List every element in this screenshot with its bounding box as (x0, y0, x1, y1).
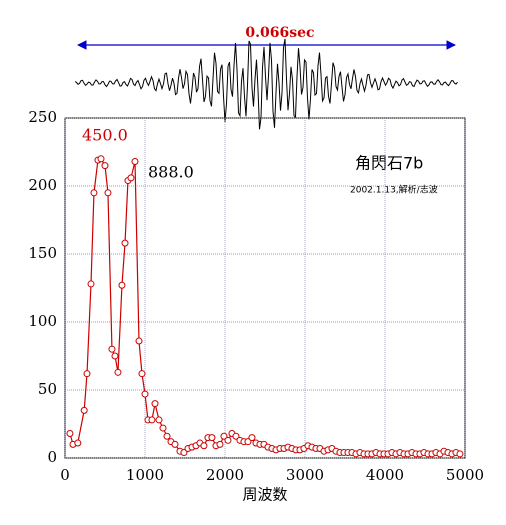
data-point (171, 440, 179, 448)
peak-label: 450.0 (82, 126, 128, 145)
data-point (87, 280, 95, 288)
data-point (114, 368, 122, 376)
data-point (83, 370, 91, 378)
data-point (127, 174, 135, 182)
data-point (131, 158, 139, 166)
data-point (148, 416, 156, 424)
data-point (90, 189, 98, 197)
data-point (163, 432, 171, 440)
data-point (101, 162, 109, 170)
data-point (208, 434, 216, 442)
data-point (456, 450, 464, 458)
data-point (66, 430, 74, 438)
x-tick-label: 1000 (126, 466, 164, 484)
data-point (232, 432, 240, 440)
y-tick-label: 0 (47, 448, 57, 466)
note-label: 2002.1.13,解析/志波 (350, 184, 438, 196)
y-tick-label: 200 (28, 176, 57, 194)
x-tick-label: 3000 (286, 466, 324, 484)
x-tick-label: 5000 (446, 466, 484, 484)
y-tick-label: 150 (28, 244, 57, 262)
data-point (180, 449, 188, 457)
data-point (216, 440, 224, 448)
x-tick-label: 2000 (206, 466, 244, 484)
data-point (135, 337, 143, 345)
data-point (200, 442, 208, 450)
data-point (104, 189, 112, 197)
data-point (108, 345, 116, 353)
y-tick-label: 100 (28, 312, 57, 330)
data-point (74, 439, 82, 447)
x-axis-label: 周波数 (242, 486, 287, 504)
data-point (159, 424, 167, 432)
x-tick-label: 4000 (366, 466, 404, 484)
data-point (118, 281, 126, 289)
duration-label: 0.066sec (245, 25, 314, 41)
series-line (69, 158, 461, 455)
y-tick-label: 50 (38, 380, 57, 398)
peak-label: 888.0 (148, 163, 194, 182)
x-tick-label: 0 (60, 466, 70, 484)
data-point (141, 390, 149, 398)
y-tick-label: 250 (28, 108, 57, 126)
data-point (111, 352, 119, 360)
data-point (155, 416, 163, 424)
data-point (248, 434, 256, 442)
data-point (151, 400, 159, 408)
data-point (220, 432, 228, 440)
data-point (121, 239, 129, 247)
sample-label: 角閃石7b (355, 154, 423, 173)
data-point (224, 436, 232, 444)
data-point (138, 370, 146, 378)
waveform (74, 38, 458, 130)
data-point (80, 406, 88, 414)
data-point (244, 438, 252, 446)
data-point (97, 155, 105, 163)
